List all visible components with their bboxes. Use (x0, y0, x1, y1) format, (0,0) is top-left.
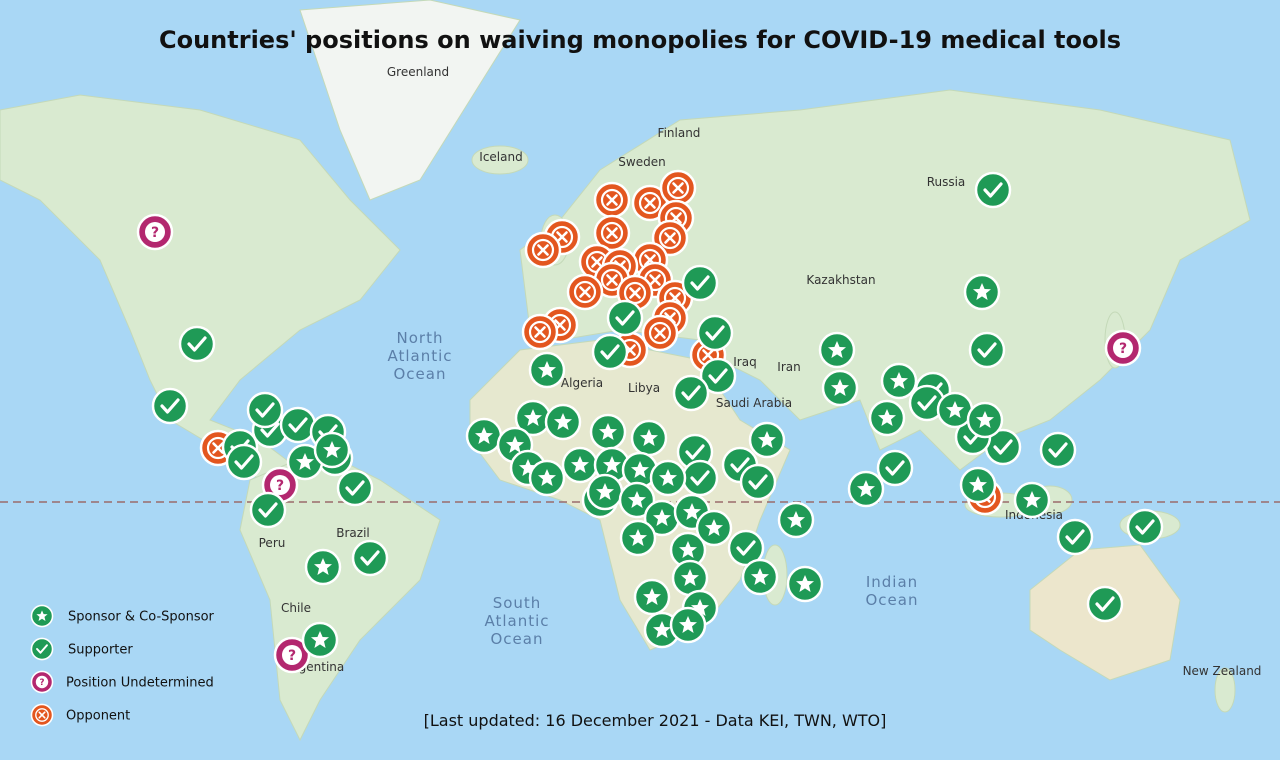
marker-supporter (1056, 518, 1094, 556)
marker-supporter (681, 264, 719, 302)
place-label: Brazil (336, 526, 370, 540)
marker-supporter (974, 171, 1012, 209)
marker-sponsor (649, 459, 687, 497)
legend-label: Opponent (66, 709, 130, 724)
place-label: Peru (259, 536, 286, 550)
marker-opponent (641, 314, 679, 352)
marker-sponsor (847, 470, 885, 508)
marker-sponsor (589, 413, 627, 451)
marker-sponsor (669, 606, 707, 644)
legend-icon (30, 637, 54, 661)
marker-opponent (521, 313, 559, 351)
place-label: Libya (628, 381, 660, 395)
marker-supporter (591, 333, 629, 371)
marker-supporter (279, 406, 317, 444)
marker-sponsor (586, 473, 624, 511)
marker-sponsor (544, 403, 582, 441)
marker-sponsor (1013, 481, 1051, 519)
marker-sponsor (786, 565, 824, 603)
legend-label: Supporter (68, 643, 133, 658)
place-label: Saudi Arabia (716, 396, 792, 410)
marker-supporter (151, 387, 189, 425)
place-label: Russia (927, 175, 966, 189)
ocean-label: Ocean (491, 630, 544, 648)
marker-sponsor (818, 331, 856, 369)
marker-supporter (246, 391, 284, 429)
place-label: Greenland (387, 65, 449, 79)
ocean-label: Ocean (394, 365, 447, 383)
marker-undetermined (1104, 329, 1142, 367)
ocean-label: South (493, 594, 542, 612)
marker-sponsor (963, 273, 1001, 311)
marker-supporter (876, 449, 914, 487)
marker-sponsor (528, 351, 566, 389)
marker-sponsor (880, 362, 918, 400)
marker-supporter (336, 469, 374, 507)
title: Countries' positions on waiving monopoli… (159, 26, 1121, 54)
marker-supporter (1126, 508, 1164, 546)
place-label: New Zealand (1183, 664, 1262, 678)
marker-sponsor (313, 431, 351, 469)
marker-sponsor (868, 399, 906, 437)
marker-supporter (739, 463, 777, 501)
marker-sponsor (748, 421, 786, 459)
place-label: Sweden (618, 155, 665, 169)
marker-sponsor (741, 558, 779, 596)
marker-sponsor (959, 466, 997, 504)
place-label: Finland (658, 126, 701, 140)
legend: Sponsor & Co-Sponsor Supporter Position … (30, 604, 215, 727)
legend-icon (30, 703, 54, 727)
marker-supporter (968, 331, 1006, 369)
marker-sponsor (528, 459, 566, 497)
marker-opponent (524, 231, 562, 269)
marker-sponsor (619, 519, 657, 557)
marker-sponsor (630, 419, 668, 457)
ocean-label: Ocean (866, 591, 919, 609)
marker-opponent (566, 273, 604, 311)
place-label: Algeria (561, 376, 603, 390)
marker-supporter (178, 325, 216, 363)
place-labels: Greenland Iceland Finland Sweden Russia Kazak… (259, 65, 1262, 678)
marker-supporter (681, 459, 719, 497)
legend-icon (30, 604, 54, 628)
marker-sponsor (304, 548, 342, 586)
marker-sponsor (465, 417, 503, 455)
marker-undetermined (136, 213, 174, 251)
marker-supporter (696, 314, 734, 352)
place-label: Kazakhstan (806, 273, 875, 287)
marker-sponsor (966, 401, 1004, 439)
marker-sponsor (821, 369, 859, 407)
legend-icon (30, 670, 54, 694)
ocean-label: Atlantic (484, 612, 549, 630)
marker-sponsor (633, 578, 671, 616)
footnote: [Last updated: 16 December 2021 - Data K… (424, 711, 887, 730)
legend-label: Position Undetermined (66, 676, 214, 691)
marker-sponsor (561, 446, 599, 484)
marker-sponsor (777, 501, 815, 539)
marker-supporter (249, 491, 287, 529)
marker-supporter (351, 539, 389, 577)
marker-supporter (606, 299, 644, 337)
marker-supporter (672, 374, 710, 412)
marker-supporter (1086, 585, 1124, 623)
ocean-label: North (397, 329, 444, 347)
place-label: Iran (777, 360, 800, 374)
marker-supporter (225, 443, 263, 481)
marker-supporter (1039, 431, 1077, 469)
marker-opponent (593, 181, 631, 219)
place-label: Iraq (733, 355, 756, 369)
ocean-label: Indian (866, 573, 918, 591)
ocean-label: Atlantic (387, 347, 452, 365)
legend-label: Sponsor & Co-Sponsor (68, 610, 215, 625)
marker-sponsor (301, 621, 339, 659)
place-label: Iceland (479, 150, 522, 164)
place-label: Chile (281, 601, 311, 615)
